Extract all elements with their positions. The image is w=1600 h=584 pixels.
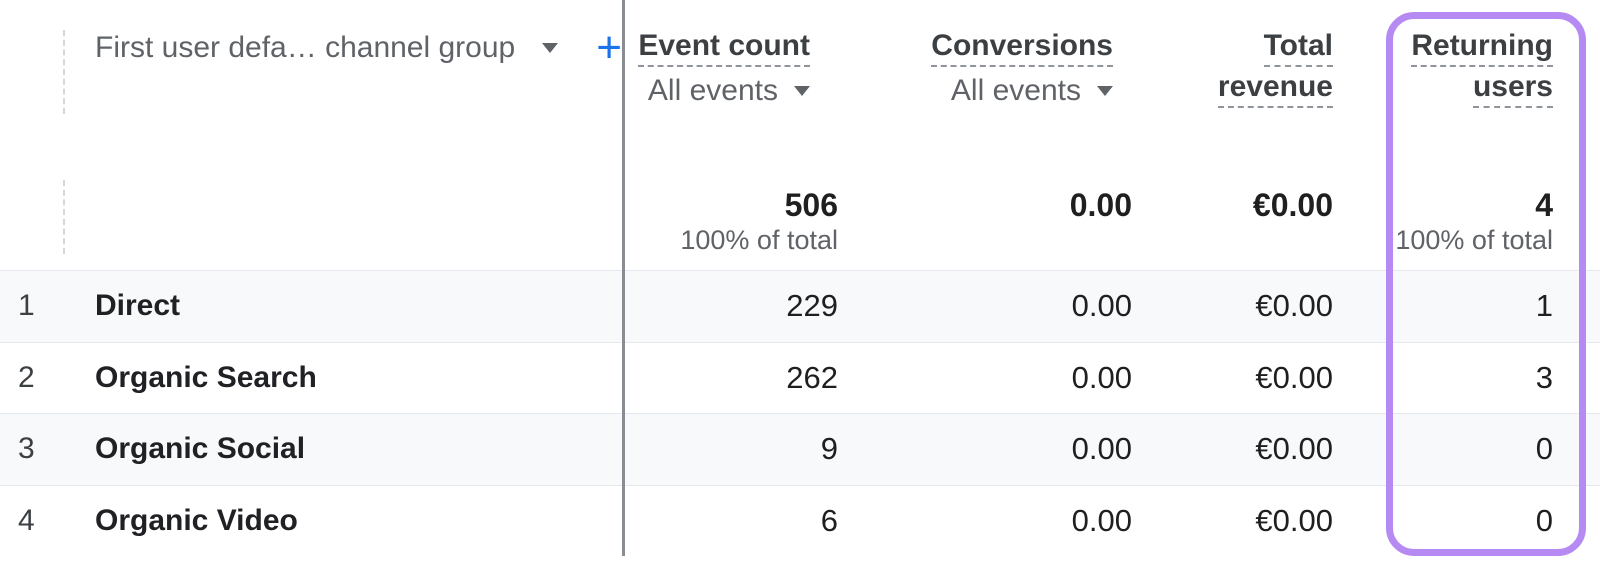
caret-down-icon — [1097, 86, 1113, 96]
returning-users-header-line1[interactable]: Returning — [1411, 30, 1553, 67]
totals-conversions: 0.00 — [1070, 185, 1132, 255]
conversions-events-label: All events — [950, 74, 1081, 107]
column-returning-users: Returning users 4 100% of total — [1343, 0, 1600, 270]
event-count-value: 9 — [820, 431, 838, 467]
total-revenue-value: €0.00 — [1255, 431, 1333, 467]
total-note — [1070, 225, 1132, 255]
total-value: 506 — [784, 187, 838, 223]
channel-label: Organic Search — [95, 360, 317, 394]
conversions-events-dropdown[interactable]: All events — [951, 75, 1113, 107]
total-revenue-value: €0.00 — [1255, 288, 1333, 324]
returning-users-value: 1 — [1535, 288, 1553, 324]
row-number: 2 — [18, 360, 35, 394]
channel-label: Direct — [95, 289, 181, 323]
row-number: 4 — [18, 503, 35, 537]
table-row[interactable]: 1 Direct 229 0.00 €0.00 1 — [0, 270, 1600, 342]
column-event-count: Event count All events 506 100% of total — [622, 0, 848, 270]
totals-event-count: 506 100% of total — [680, 185, 838, 255]
dashed-column-guide — [63, 180, 65, 254]
total-revenue-value: €0.00 — [1255, 502, 1333, 538]
event-count-events-label: All events — [647, 74, 778, 107]
column-conversions: Conversions All events 0.00 — [848, 0, 1142, 270]
column-total-revenue: Total revenue €0.00 — [1142, 0, 1343, 270]
returning-users-value: 0 — [1535, 502, 1553, 538]
event-count-events-dropdown[interactable]: All events — [648, 75, 810, 107]
total-value: €0.00 — [1252, 187, 1333, 223]
returning-users-value: 3 — [1535, 359, 1553, 395]
returning-users-header-line2[interactable]: users — [1472, 71, 1553, 108]
total-revenue-header-line2[interactable]: revenue — [1217, 71, 1333, 108]
dashed-column-guide — [63, 30, 65, 114]
dimension-header-label[interactable]: First user defa… channel group — [95, 31, 516, 64]
row-number-header-cell — [0, 0, 65, 270]
conversions-header[interactable]: Conversions — [931, 30, 1113, 67]
totals-returning-users: 4 100% of total — [1395, 185, 1553, 255]
event-count-header[interactable]: Event count — [638, 30, 810, 67]
total-note: 100% of total — [1395, 225, 1553, 255]
total-revenue-value: €0.00 — [1255, 359, 1333, 395]
row-number: 1 — [18, 289, 35, 323]
total-value: 4 — [1535, 187, 1553, 223]
conversions-value: 0.00 — [1071, 288, 1132, 324]
total-revenue-header-line1[interactable]: Total — [1263, 30, 1333, 67]
total-note: 100% of total — [680, 225, 838, 255]
table-row[interactable]: 2 Organic Search 262 0.00 €0.00 3 — [0, 341, 1600, 413]
returning-users-value: 0 — [1535, 431, 1553, 467]
event-count-value: 262 — [786, 359, 838, 395]
row-number: 3 — [18, 432, 35, 466]
conversions-value: 0.00 — [1071, 502, 1132, 538]
header-column-divider — [622, 0, 625, 556]
totals-total-revenue: €0.00 — [1253, 185, 1333, 255]
event-count-value: 6 — [820, 502, 838, 538]
total-note — [1253, 225, 1333, 255]
caret-down-icon — [794, 86, 810, 96]
conversions-value: 0.00 — [1071, 359, 1132, 395]
table-header-row: First user defa… channel group Event cou… — [0, 0, 1600, 270]
dimension-header-cell: First user defa… channel group — [65, 0, 622, 270]
conversions-value: 0.00 — [1071, 431, 1132, 467]
table-row[interactable]: 4 Organic Video 6 0.00 €0.00 0 — [0, 484, 1600, 556]
channel-label: Organic Social — [95, 432, 306, 466]
dimension-caret-down-icon[interactable] — [542, 43, 559, 53]
total-value: 0.00 — [1069, 187, 1132, 223]
table-row[interactable]: 3 Organic Social 9 0.00 €0.00 0 — [0, 413, 1600, 485]
event-count-value: 229 — [786, 288, 838, 324]
channel-label: Organic Video — [95, 503, 298, 537]
add-column-plus-icon[interactable] — [596, 34, 622, 62]
